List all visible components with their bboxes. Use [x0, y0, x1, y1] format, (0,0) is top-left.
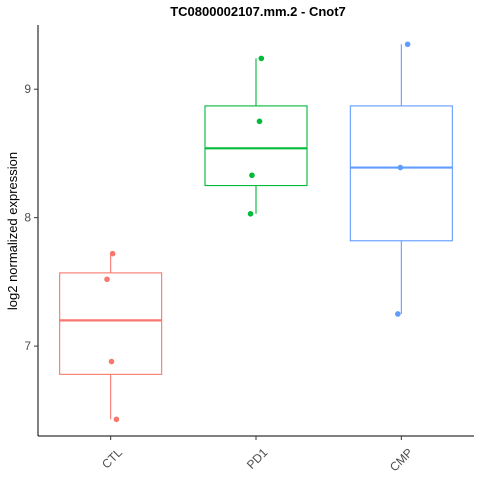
box-group-cmp — [349, 41, 453, 317]
data-point — [247, 211, 254, 217]
data-point — [397, 164, 404, 171]
box-iqr — [349, 105, 453, 242]
y-tick-label: 8 — [24, 211, 31, 225]
data-point — [256, 118, 263, 125]
y-tick-label: 9 — [24, 82, 31, 96]
x-tick-label: CMP — [387, 445, 416, 474]
plot-area: 7 8 9 CTL PD1 CMP — [24, 25, 474, 474]
data-point — [258, 55, 265, 62]
box-group-pd1 — [204, 55, 308, 217]
data-point — [249, 172, 255, 179]
data-point — [109, 250, 116, 257]
x-tick-label: PD1 — [244, 445, 271, 472]
y-axis-label: log2 normalized expression — [5, 152, 20, 310]
data-point — [108, 358, 115, 365]
box-iqr — [204, 105, 308, 187]
box-group-ctl — [59, 250, 163, 423]
data-point — [395, 311, 401, 317]
chart-title: TC0800002107.mm.2 - Cnot7 — [170, 4, 346, 19]
data-point — [404, 41, 411, 48]
box-iqr — [59, 272, 163, 375]
y-tick-label: 7 — [24, 339, 31, 353]
data-point — [113, 416, 120, 423]
x-tick-label: CTL — [99, 445, 125, 471]
data-point — [104, 276, 110, 283]
